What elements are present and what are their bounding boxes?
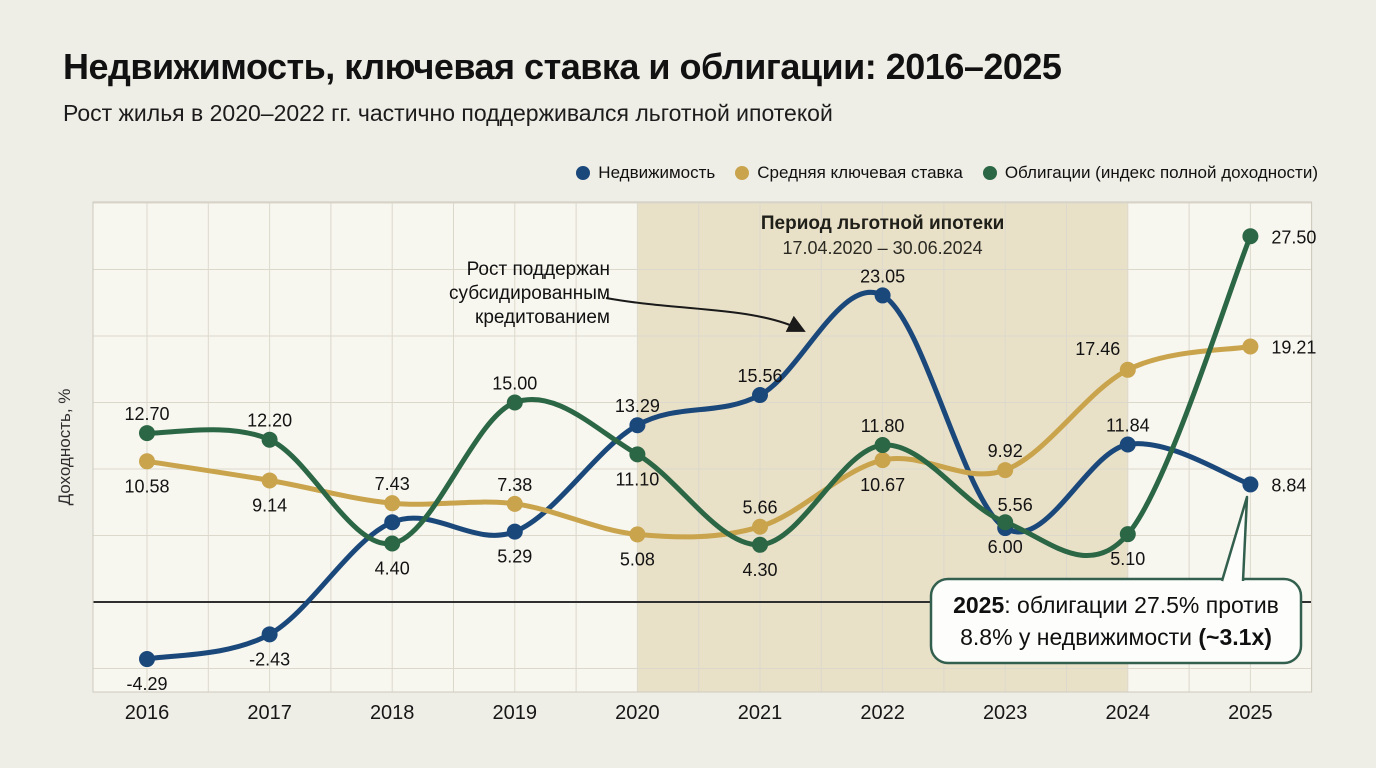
legend-dot-icon xyxy=(735,166,750,180)
data-label: 5.10 xyxy=(1110,549,1145,569)
legend-dot-icon xyxy=(576,166,591,180)
legend-label: Недвижимость xyxy=(598,163,716,182)
data-point xyxy=(629,526,646,543)
data-label: 10.58 xyxy=(124,476,169,496)
data-label: 5.56 xyxy=(998,495,1033,515)
x-axis-tick-label: 2019 xyxy=(493,702,538,724)
chart-legend: Недвижимость Средняя ключевая ставка Обл… xyxy=(576,163,1318,183)
data-point xyxy=(1119,361,1136,378)
x-axis-tick-label: 2022 xyxy=(860,702,905,724)
data-point xyxy=(384,535,401,552)
data-point xyxy=(506,495,523,512)
legend-label: Средняя ключевая ставка xyxy=(757,163,963,182)
legend-dot-icon xyxy=(982,166,997,180)
callout-tail xyxy=(1220,495,1249,582)
data-label: -4.29 xyxy=(126,674,167,694)
data-point xyxy=(1119,436,1136,453)
data-point xyxy=(506,394,523,411)
data-point xyxy=(506,523,523,540)
data-point xyxy=(752,387,768,404)
annotation-arrow xyxy=(605,297,806,332)
page-subtitle: Рост жилья в 2020–2022 гг. частично подд… xyxy=(63,100,833,126)
data-label: 5.66 xyxy=(742,498,777,518)
data-point xyxy=(261,472,278,489)
callout-box xyxy=(929,577,1303,665)
legend-item-key-rate: Средняя ключевая ставка xyxy=(735,163,963,183)
data-label: 6.00 xyxy=(988,537,1023,557)
data-label: 12.20 xyxy=(247,411,292,431)
data-point xyxy=(261,626,278,643)
page-title: Недвижимость, ключевая ставка и облигаци… xyxy=(63,46,1062,87)
data-label: 11.80 xyxy=(861,416,905,436)
x-axis-tick-label: 2023 xyxy=(983,702,1028,724)
data-point xyxy=(752,536,768,553)
data-point xyxy=(139,425,155,442)
data-point xyxy=(629,417,646,434)
x-axis-tick-label: 2020 xyxy=(615,702,660,724)
legend-item-bonds: Облигации (индекс полной доходности) xyxy=(982,163,1318,183)
data-label: 4.30 xyxy=(742,560,777,580)
data-point xyxy=(874,452,891,469)
data-label: 19.21 xyxy=(1271,338,1316,358)
x-axis-tick-label: 2017 xyxy=(247,702,292,724)
data-label: 27.50 xyxy=(1271,227,1316,247)
data-point xyxy=(752,518,768,535)
series-line-2 xyxy=(144,233,1253,558)
data-label: 12.70 xyxy=(124,404,169,424)
data-label: 15.56 xyxy=(737,366,782,386)
data-label: 7.43 xyxy=(375,474,410,494)
data-label: -2.43 xyxy=(249,649,290,669)
data-point xyxy=(874,287,891,304)
data-point xyxy=(384,514,401,531)
data-label: 23.05 xyxy=(860,266,905,286)
callout-line-2: 8.8% у недвижимости (~3.1x) xyxy=(960,624,1272,650)
x-axis-tick-label: 2016 xyxy=(125,702,170,724)
shaded-region-dates: 17.04.2020 – 30.06.2024 xyxy=(782,238,982,258)
legend-label: Облигации (индекс полной доходности) xyxy=(1004,163,1318,182)
data-point xyxy=(874,437,891,454)
data-label: 9.14 xyxy=(252,495,287,515)
x-axis-tick-label: 2025 xyxy=(1228,702,1273,724)
data-point xyxy=(1242,476,1259,493)
x-axis-tick-label: 2018 xyxy=(370,702,415,724)
data-label: 17.46 xyxy=(1075,339,1120,359)
data-label: 4.40 xyxy=(375,558,410,578)
annotation-text: Рост поддержан субсидированным кредитова… xyxy=(449,259,610,329)
data-label: 9.92 xyxy=(988,441,1023,461)
data-label: 15.00 xyxy=(492,374,537,394)
shaded-region-title: Период льготной ипотеки xyxy=(761,213,1004,234)
data-label: 10.67 xyxy=(860,475,905,495)
data-label: 5.08 xyxy=(620,549,655,569)
series-line-1 xyxy=(144,344,1253,540)
plot-border xyxy=(92,201,1312,693)
legend-item-real-estate: Недвижимость xyxy=(576,163,715,183)
data-point xyxy=(384,495,401,512)
y-axis-title: Доходность, % xyxy=(55,389,74,506)
data-point xyxy=(997,462,1014,479)
data-point xyxy=(139,453,155,470)
data-point xyxy=(997,514,1014,531)
callout-2025: 2025: облигации 27.5% против 8.8% у недви… xyxy=(929,495,1303,665)
x-axis-tick-label: 2021 xyxy=(738,702,783,724)
data-point xyxy=(139,651,155,668)
x-axis-tick-label: 2024 xyxy=(1106,702,1151,724)
callout-line-1: 2025: облигации 27.5% против xyxy=(953,592,1279,618)
data-point xyxy=(1242,338,1259,355)
data-label: 13.29 xyxy=(615,396,660,416)
series-line-0 xyxy=(144,290,1253,662)
data-point xyxy=(261,431,278,448)
data-label: 11.10 xyxy=(616,469,660,489)
data-label: 11.84 xyxy=(1106,416,1150,436)
data-label: 8.84 xyxy=(1271,475,1306,495)
data-label: 5.29 xyxy=(497,547,532,567)
data-point xyxy=(629,446,646,463)
data-label: 7.38 xyxy=(497,475,532,495)
data-point xyxy=(1242,228,1259,245)
data-point xyxy=(1119,526,1136,543)
